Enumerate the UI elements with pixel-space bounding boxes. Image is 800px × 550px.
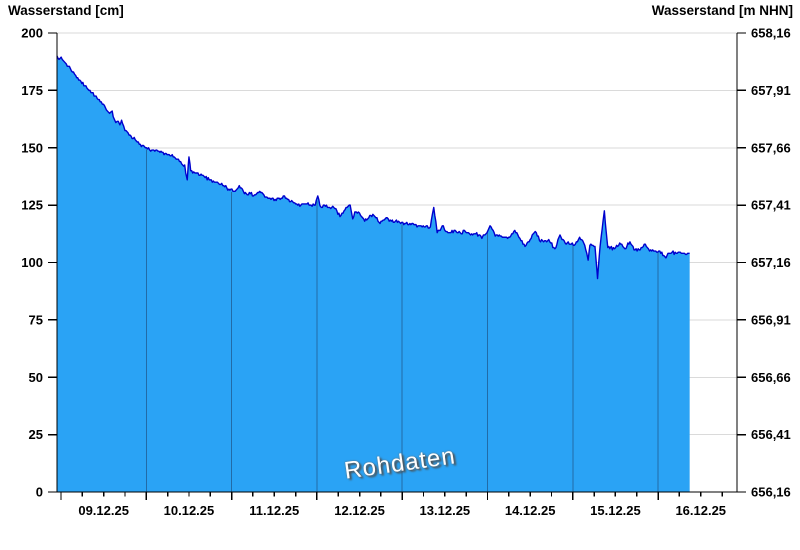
x-tick-label: 09.12.25 [78, 503, 129, 518]
x-tick-label: 11.12.25 [249, 503, 299, 518]
series-line [56, 55, 690, 280]
y-left-axis-title: Wasserstand [cm] [8, 3, 124, 18]
x-tick-label: 14.12.25 [505, 503, 556, 518]
y-right-tick-label: 656,91 [751, 312, 791, 327]
y-right-tick-label: 657,16 [751, 255, 791, 270]
y-left-tick-label: 0 [36, 485, 43, 500]
y-right-tick-label: 656,66 [751, 370, 791, 385]
x-tick-label: 15.12.25 [590, 503, 641, 518]
y-right-tick-label: 658,16 [751, 26, 791, 41]
y-left-tick-label: 175 [21, 83, 43, 98]
y-left-tick-label: 25 [29, 427, 43, 442]
area-fill [57, 55, 690, 492]
y-left-tick-label: 150 [21, 140, 43, 155]
x-tick-label: 12.12.25 [334, 503, 385, 518]
y-right-tick-label: 657,66 [751, 140, 791, 155]
x-tick-label: 16.12.25 [675, 503, 726, 518]
y-right-axis-title: Wasserstand [m NHN] [651, 3, 793, 18]
y-right-tick-label: 657,41 [751, 198, 791, 213]
axes: 0 656,16 25 656,41 50 656,66 75 656,91 100 657,16… [21, 26, 790, 519]
y-right-tick-label: 656,16 [751, 485, 791, 500]
y-left-tick-label: 100 [21, 255, 43, 270]
day-boundary-lines [145, 149, 659, 492]
y-left-tick-label: 50 [29, 370, 43, 385]
x-tick-label: 13.12.25 [420, 503, 471, 518]
x-tick-label: 10.12.25 [164, 503, 215, 518]
y-right-tick-label: 656,41 [751, 427, 791, 442]
y-left-tick-label: 125 [21, 198, 43, 213]
y-left-tick-label: 200 [21, 26, 43, 41]
y-right-tick-label: 657,91 [751, 83, 791, 98]
y-left-tick-label: 75 [29, 312, 43, 327]
